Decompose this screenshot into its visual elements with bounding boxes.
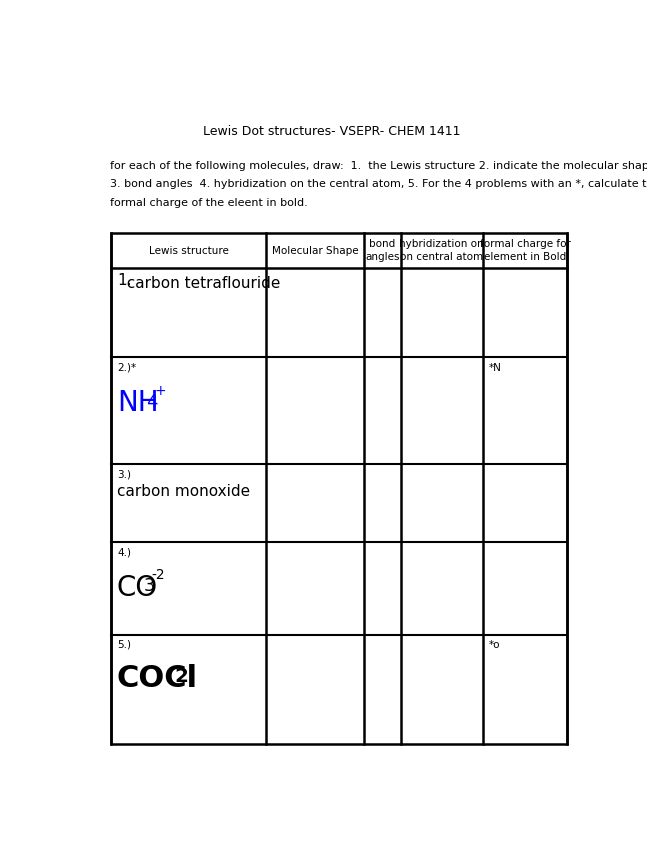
Text: carbon tetraflouride: carbon tetraflouride (117, 277, 280, 291)
Text: 2: 2 (175, 667, 188, 687)
Text: *N: *N (489, 363, 501, 373)
Text: 5.): 5.) (117, 640, 131, 650)
Text: *o: *o (489, 640, 500, 650)
Text: -2: -2 (151, 568, 165, 582)
Text: carbon monoxide: carbon monoxide (117, 484, 250, 499)
Text: hybridization on
on central atom: hybridization on on central atom (399, 239, 484, 262)
Text: formal charge of the eleent in bold.: formal charge of the eleent in bold. (110, 197, 308, 208)
Text: COCl: COCl (117, 664, 198, 693)
Text: 3.): 3.) (117, 470, 131, 479)
Text: Molecular Shape: Molecular Shape (272, 246, 358, 255)
Bar (111, 233, 567, 745)
Text: 3. bond angles  4. hybridization on the central atom, 5. For the 4 problems with: 3. bond angles 4. hybridization on the c… (110, 180, 647, 190)
Text: CO: CO (117, 574, 158, 602)
Text: Lewis structure: Lewis structure (149, 246, 228, 255)
Text: +: + (154, 385, 166, 398)
Text: formal charge for
element in Bold: formal charge for element in Bold (479, 239, 571, 262)
Text: Lewis Dot structures- VSEPR- CHEM 1411: Lewis Dot structures- VSEPR- CHEM 1411 (203, 125, 460, 138)
Text: 4.): 4.) (117, 547, 131, 557)
Text: for each of the following molecules, draw:  1.  the Lewis structure 2. indicate : for each of the following molecules, dra… (110, 161, 647, 171)
Text: NH: NH (117, 389, 159, 417)
Text: 4: 4 (147, 393, 158, 411)
Text: 1.: 1. (117, 273, 131, 288)
Text: bond
angles: bond angles (365, 239, 400, 262)
Text: 2.)*: 2.)* (117, 363, 136, 373)
Text: 3: 3 (144, 577, 155, 595)
